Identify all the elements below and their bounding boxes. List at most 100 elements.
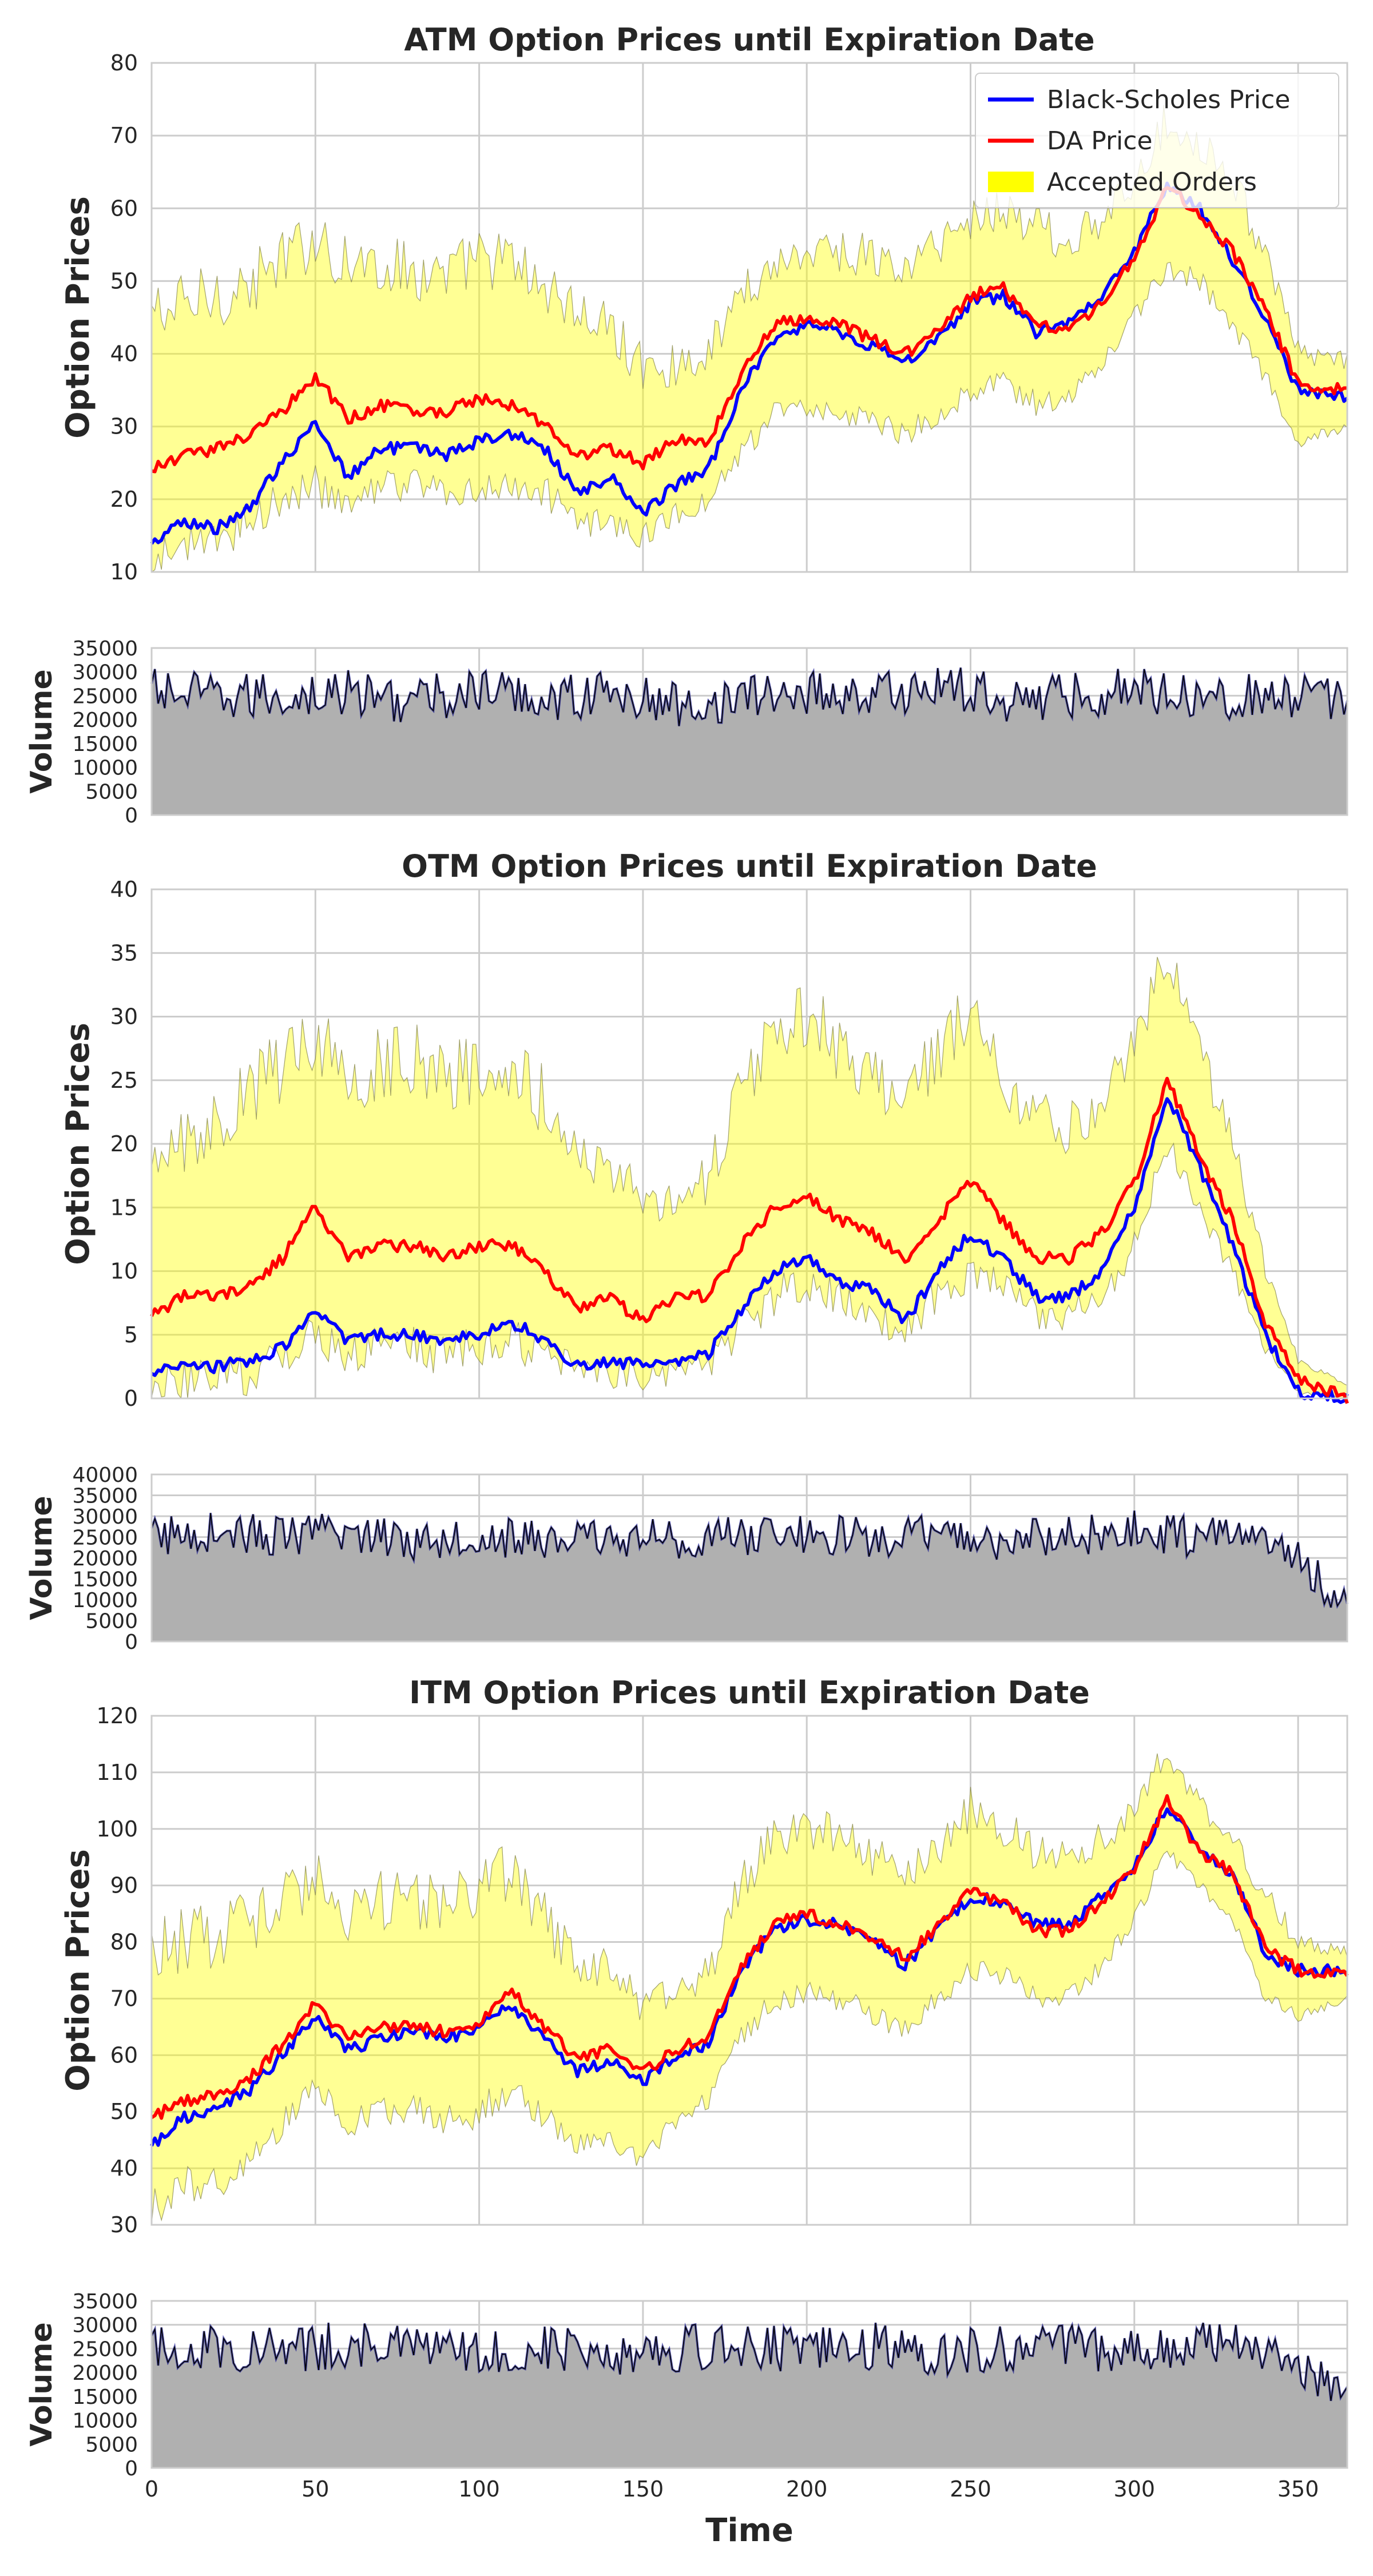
y-tick-label: 50 xyxy=(110,268,138,293)
x-axis-label: Time xyxy=(705,2512,793,2549)
band-upper-edge xyxy=(151,1753,1348,2020)
y-axis-label: Volume xyxy=(25,669,59,793)
panel-0: 10 20 30 40 50 60 70 80 Option Prices ATM Option … xyxy=(59,22,1349,585)
plot-frame xyxy=(150,647,1348,816)
band-lower-edge xyxy=(151,1850,1348,2225)
y-tick-label: 35 xyxy=(110,940,138,965)
y-axis-label: Option Prices xyxy=(59,1023,97,1265)
y-tick-label: 10000 xyxy=(72,757,138,780)
y-tick-label: 35000 xyxy=(72,2290,138,2313)
band-upper-edge xyxy=(151,957,1348,1386)
legend: Black-Scholes Price DA Price Accepted Orde… xyxy=(975,73,1339,208)
y-tick-label: 70 xyxy=(110,123,138,148)
y-tick-label: 10000 xyxy=(72,2410,138,2433)
y-tick-label: 5000 xyxy=(85,780,138,804)
y-tick-label: 25 xyxy=(110,1068,138,1093)
y-tick-label: 20000 xyxy=(72,1547,138,1571)
black-scholes-line xyxy=(150,1097,1349,1404)
y-tick-label: 20000 xyxy=(72,709,138,732)
panel-4: 30 40 50 60 70 80 90 100 110 120 Option Prices ITM … xyxy=(59,1675,1349,2237)
y-axis-label: Volume xyxy=(25,2322,59,2446)
y-tick-label: 30 xyxy=(110,414,138,439)
da-price-line xyxy=(151,186,1347,474)
y-tick-label: 120 xyxy=(96,1703,138,1728)
panel-2: 0 5 10 15 20 25 30 35 40 Option Prices OTM Option … xyxy=(59,848,1349,1411)
y-tick-label: 40 xyxy=(110,877,138,902)
y-tick-label: 90 xyxy=(110,1873,138,1898)
y-tick-label: 20 xyxy=(110,487,138,512)
black-scholes-line xyxy=(150,181,1349,545)
y-tick-label: 0 xyxy=(125,804,138,828)
volume-line xyxy=(151,2323,1348,2401)
y-tick-label: 0 xyxy=(125,1631,138,1654)
y-tick-label: 30000 xyxy=(72,2314,138,2338)
legend-label: Accepted Orders xyxy=(1047,168,1257,197)
volume-area xyxy=(152,2323,1347,2468)
plot-frame xyxy=(150,2300,1348,2469)
y-tick-label: 15000 xyxy=(72,733,138,756)
y-tick-label: 0 xyxy=(124,1386,138,1411)
y-axis-label: Option Prices xyxy=(59,196,97,439)
y-tick-label: 5000 xyxy=(85,2433,138,2456)
legend-label: DA Price xyxy=(1047,126,1153,156)
volume-area xyxy=(152,667,1347,815)
y-tick-label: 25000 xyxy=(72,685,138,708)
y-tick-label: 110 xyxy=(96,1760,138,1785)
x-tick-label: 50 xyxy=(301,2476,329,2502)
y-tick-label: 15000 xyxy=(72,1568,138,1592)
y-tick-label: 10000 xyxy=(72,1589,138,1612)
y-tick-label: 30000 xyxy=(72,661,138,685)
y-tick-label: 70 xyxy=(110,1986,138,2011)
legend-label: Black-Scholes Price xyxy=(1047,85,1290,114)
y-tick-label: 60 xyxy=(110,196,138,221)
da-price-line xyxy=(150,1794,1349,2120)
y-tick-label: 50 xyxy=(110,2099,138,2124)
accepted-orders-band xyxy=(152,1754,1347,2225)
y-tick-label: 25000 xyxy=(72,2338,138,2361)
x-tick-label: 300 xyxy=(1114,2476,1156,2502)
y-tick-label: 35000 xyxy=(72,637,138,661)
y-tick-label: 35000 xyxy=(72,1485,138,1508)
y-tick-label: 25000 xyxy=(72,1526,138,1550)
x-tick-label: 0 xyxy=(145,2476,158,2502)
y-tick-label: 30 xyxy=(110,2212,138,2237)
band-lower-edge xyxy=(151,1142,1348,1400)
volume-line xyxy=(151,667,1348,726)
y-tick-label: 40000 xyxy=(72,1464,138,1487)
x-tick-label: 150 xyxy=(622,2476,664,2502)
y-tick-label: 100 xyxy=(96,1816,138,1842)
y-tick-label: 80 xyxy=(110,50,138,75)
y-axis-label: Option Prices xyxy=(59,1849,97,2092)
chart-title: OTM Option Prices until Expiration Date xyxy=(402,848,1097,884)
plot-frame xyxy=(150,888,1348,1400)
x-tick-label: 250 xyxy=(950,2476,991,2502)
legend-box xyxy=(975,73,1339,208)
y-tick-label: 10 xyxy=(110,559,138,585)
y-tick-label: 30 xyxy=(110,1004,138,1029)
chart-title: ATM Option Prices until Expiration Date xyxy=(404,22,1094,58)
accepted-orders-band xyxy=(152,105,1347,572)
y-tick-label: 15000 xyxy=(72,2386,138,2409)
plot-frame xyxy=(150,62,1348,573)
x-tick-label: 200 xyxy=(786,2476,828,2502)
y-tick-label: 20 xyxy=(110,1131,138,1156)
y-tick-label: 80 xyxy=(110,1930,138,1955)
y-tick-label: 30000 xyxy=(72,1505,138,1529)
y-tick-label: 20000 xyxy=(72,2362,138,2385)
accepted-orders-band xyxy=(152,957,1347,1398)
x-tick-label: 100 xyxy=(458,2476,500,2502)
volume-area xyxy=(152,1510,1347,1641)
panel-3: 0500010000150002000025000300003500040000… xyxy=(25,1464,1348,1654)
y-tick-label: 15 xyxy=(110,1195,138,1220)
volume-line xyxy=(151,1510,1348,1608)
y-tick-label: 5000 xyxy=(85,1610,138,1633)
y-tick-label: 5 xyxy=(124,1322,138,1347)
y-tick-label: 10 xyxy=(110,1259,138,1284)
chart-title: ITM Option Prices until Expiration Date xyxy=(409,1675,1090,1711)
plot-frame xyxy=(150,1473,1348,1643)
y-tick-label: 60 xyxy=(110,2042,138,2068)
y-tick-label: 0 xyxy=(125,2457,138,2480)
